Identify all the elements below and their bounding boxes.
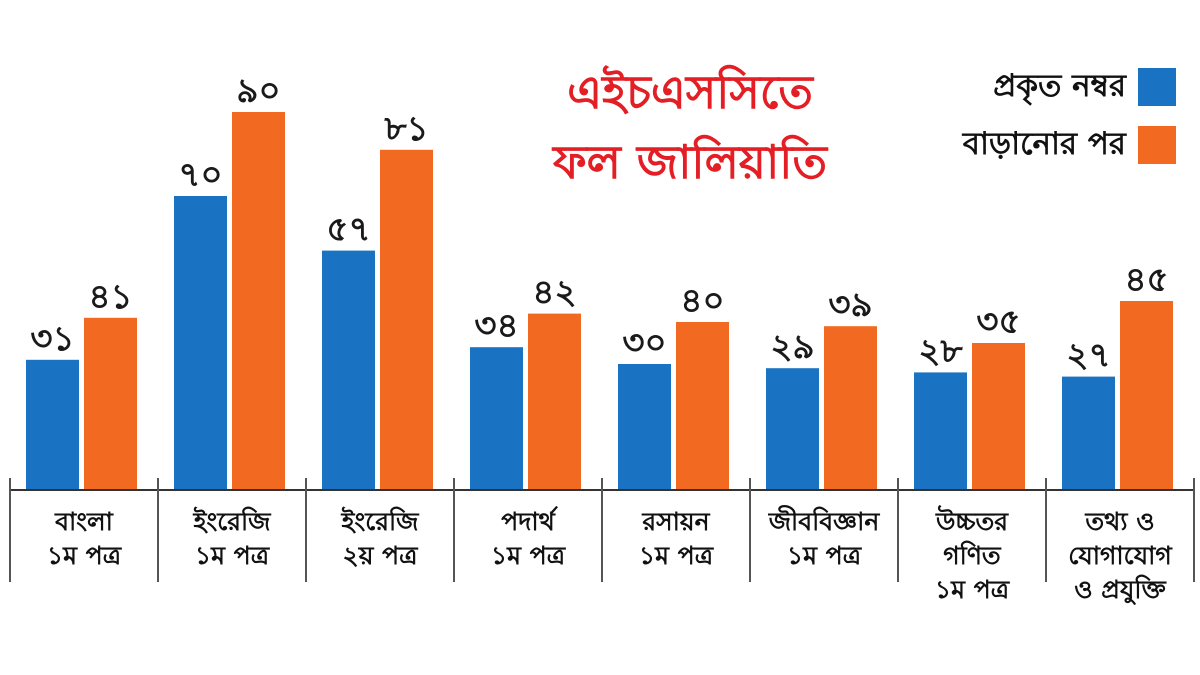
x-tick-label: উচ্চতর	[935, 505, 1009, 536]
data-label: ৩৪	[474, 306, 518, 346]
x-tick-label: ১ম পত্র	[935, 575, 1011, 604]
bar-inflated	[84, 317, 137, 490]
bar-inflated	[676, 322, 729, 490]
bar-inflated	[1120, 301, 1173, 490]
bar-inflated	[824, 326, 877, 490]
x-tick-label: ১ম পত্র	[195, 541, 271, 570]
x-tick-label: জীববিজ্ঞান	[768, 505, 881, 536]
bar-inflated	[232, 112, 285, 490]
x-tick-label: ১ম পত্র	[491, 541, 567, 570]
x-tick-label: ইংরেজি	[192, 506, 272, 536]
bar-inflated	[380, 149, 433, 491]
data-label: ৩৫	[976, 302, 1020, 342]
bars: ৩১ ৪১ ৭০ ৯০ ৫৭ ৮১ ৩৪ ৪২ ৩০ ৪০ ২৯ ৩৯ ২৮ ৩৫ ২৭ ৪৫	[26, 71, 1173, 491]
data-label: ২৮	[918, 331, 963, 371]
data-label: ৪১	[88, 277, 132, 317]
x-tick-label: রসায়ন	[641, 507, 710, 536]
bar-actual	[766, 368, 819, 490]
bar-actual	[1062, 376, 1115, 490]
data-label: ৩০	[622, 323, 666, 363]
bar-actual	[914, 372, 967, 490]
data-label: ৫৭	[326, 210, 370, 250]
category-labels: বাংলা ১ম পত্র ইংরেজি ১ম পত্র ইংরেজি ২য় পত্র প…	[47, 505, 1173, 606]
x-tick-label: ১ম পত্র	[47, 541, 123, 570]
x-axis	[9, 478, 1195, 582]
x-tick-label: ইংরেজি	[340, 506, 420, 536]
bar-actual	[470, 347, 523, 490]
x-tick-label: ১ম পত্র	[639, 541, 715, 570]
bar-actual	[26, 359, 79, 490]
bar-actual	[618, 364, 671, 490]
chart-title: এইচএসসিতে ফল জালিয়াতি	[551, 64, 828, 189]
x-tick-label: ও প্রযুক্তি	[1074, 574, 1167, 606]
data-label: ২৯	[770, 327, 814, 367]
data-label: ৪২	[532, 273, 576, 313]
data-label: ৩১	[30, 319, 74, 359]
legend-label: প্রকৃত নম্বর	[993, 68, 1127, 106]
chart-title-line: ফল জালিয়াতি	[551, 134, 828, 189]
data-label: ৯০	[236, 71, 280, 111]
x-tick-label: তথ্য ও	[1084, 507, 1154, 536]
bar-inflated	[972, 343, 1025, 490]
data-label: ২৭	[1066, 336, 1110, 376]
legend-swatch	[1138, 126, 1176, 164]
data-label: ৮১	[383, 109, 428, 149]
data-label: ৩৯	[828, 285, 872, 325]
bar-actual	[322, 250, 375, 490]
x-tick-label: গণিত	[943, 540, 1002, 570]
x-tick-label: যোগাযোগ	[1068, 541, 1173, 570]
chart-title-line: এইচএসসিতে	[567, 64, 814, 119]
legend: প্রকৃত নম্বর বাড়ানোর পর	[962, 68, 1176, 164]
legend-label: বাড়ানোর পর	[962, 126, 1127, 162]
x-tick-label: পদার্থ	[501, 506, 559, 536]
x-tick-label: ১ম পত্র	[787, 541, 863, 570]
data-label: ৪৫	[1124, 260, 1168, 300]
data-label: ৭০	[178, 155, 222, 195]
data-label: ৪০	[680, 281, 724, 321]
x-tick-label: বাংলা	[54, 507, 115, 536]
bar-actual	[174, 196, 227, 490]
legend-swatch	[1138, 68, 1176, 106]
x-tick-label: ২য় পত্র	[342, 541, 419, 570]
bar-inflated	[528, 313, 581, 490]
